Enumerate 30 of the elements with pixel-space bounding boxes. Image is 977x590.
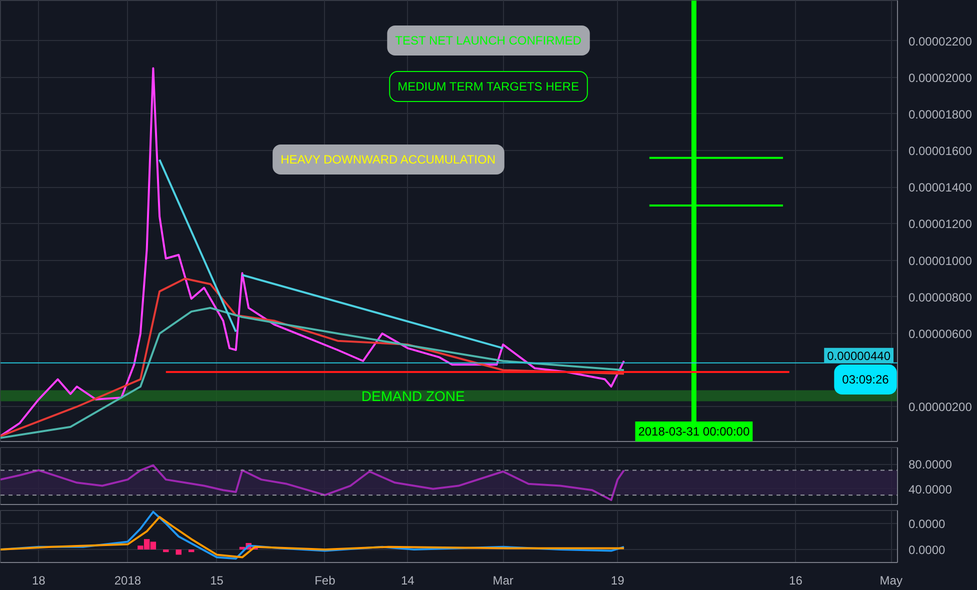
x-tick-label: Feb bbox=[314, 574, 336, 588]
y-tick-label: 0.00001800 bbox=[908, 107, 972, 122]
y-tick-label: 0.00001600 bbox=[908, 144, 972, 158]
x-tick-label: 19 bbox=[610, 574, 625, 588]
x-tick-label: Mar bbox=[492, 574, 514, 588]
annotation: HEAVY DOWNWARD ACCUMULATION bbox=[280, 152, 496, 166]
y-tick-label: 40.0000 bbox=[908, 482, 952, 496]
y-tick-label: 0.00000800 bbox=[908, 290, 972, 304]
annotation: TEST NET LAUNCH CONFIRMED bbox=[395, 34, 582, 48]
y-tick-label: 80.0000 bbox=[908, 458, 952, 472]
ref-line-label: 0.00000440 bbox=[827, 348, 891, 363]
x-tick-label: 18 bbox=[32, 574, 46, 588]
y-tick-label: 0.00000200 bbox=[908, 400, 972, 414]
band-label: DEMAND ZONE bbox=[361, 388, 465, 404]
annotation: 03:09:26 bbox=[842, 372, 890, 386]
y-tick-label: 0.00002200 bbox=[908, 34, 972, 48]
y-tick-label: 0.00001400 bbox=[908, 180, 972, 195]
x-tick-label: May bbox=[880, 574, 902, 588]
y-tick-label: 0.00000600 bbox=[908, 327, 972, 342]
y-tick-label: 0.0000 bbox=[908, 517, 946, 531]
x-tick-label: 16 bbox=[789, 574, 803, 588]
x-tick-label: 14 bbox=[400, 574, 415, 588]
y-tick-label: 0.00002000 bbox=[908, 70, 972, 85]
x-tick-label: 15 bbox=[210, 574, 224, 588]
y-tick-label: 0.00001200 bbox=[908, 217, 972, 232]
x-tick-label: 2018 bbox=[114, 574, 142, 588]
ref-line-label: 2018-03-31 00:00:00 bbox=[638, 424, 750, 438]
y-tick-label: 0.0000 bbox=[908, 543, 946, 557]
annotation: MEDIUM TERM TARGETS HERE bbox=[398, 80, 579, 94]
y-tick-label: 0.00001000 bbox=[908, 254, 972, 268]
